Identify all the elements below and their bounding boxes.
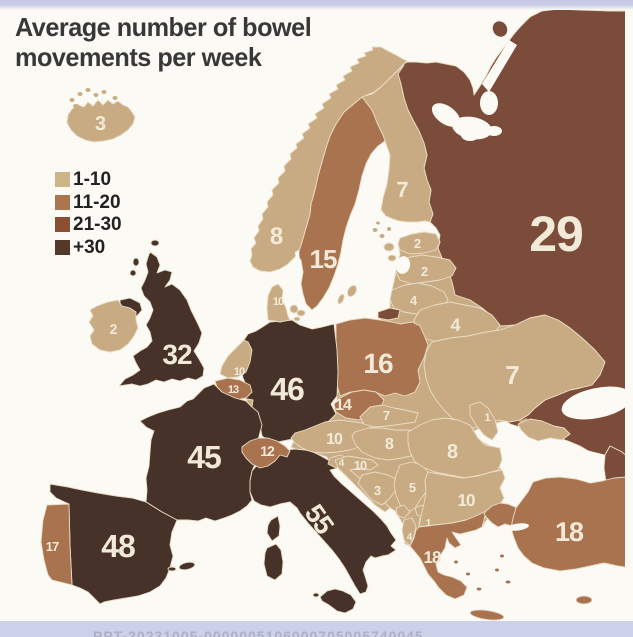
svg-text:17: 17 [46,539,59,554]
svg-text:13: 13 [228,384,239,396]
svg-text:2: 2 [421,264,428,279]
svg-text:14: 14 [335,397,352,414]
svg-text:3: 3 [95,113,106,135]
svg-text:10: 10 [234,366,245,378]
svg-text:7: 7 [383,408,390,423]
svg-text:2: 2 [110,321,118,337]
svg-text:29: 29 [529,206,583,262]
svg-text:8: 8 [270,223,283,250]
svg-text:32: 32 [162,339,192,370]
svg-text:1: 1 [426,518,432,529]
svg-text:4: 4 [407,532,413,543]
svg-text:3: 3 [374,483,381,498]
svg-text:8: 8 [447,441,458,463]
svg-text:8: 8 [385,436,394,453]
svg-text:45: 45 [187,439,221,475]
svg-text:48: 48 [101,528,135,564]
svg-text:18: 18 [424,548,441,567]
svg-text:4: 4 [450,315,460,335]
svg-text:2: 2 [414,236,421,251]
svg-text:18: 18 [555,517,584,547]
svg-text:7: 7 [505,360,519,390]
svg-text:10: 10 [273,296,284,308]
svg-text:10: 10 [458,491,475,510]
svg-text:7: 7 [396,177,408,202]
svg-text:4: 4 [339,458,345,469]
svg-text:15: 15 [310,244,337,274]
svg-text:12: 12 [260,443,275,459]
svg-text:46: 46 [270,371,304,407]
svg-text:5: 5 [409,480,416,495]
svg-text:16: 16 [363,348,393,379]
svg-text:10: 10 [326,431,343,448]
svg-text:1: 1 [484,412,490,424]
svg-text:10: 10 [354,458,367,473]
svg-text:4: 4 [410,293,418,308]
